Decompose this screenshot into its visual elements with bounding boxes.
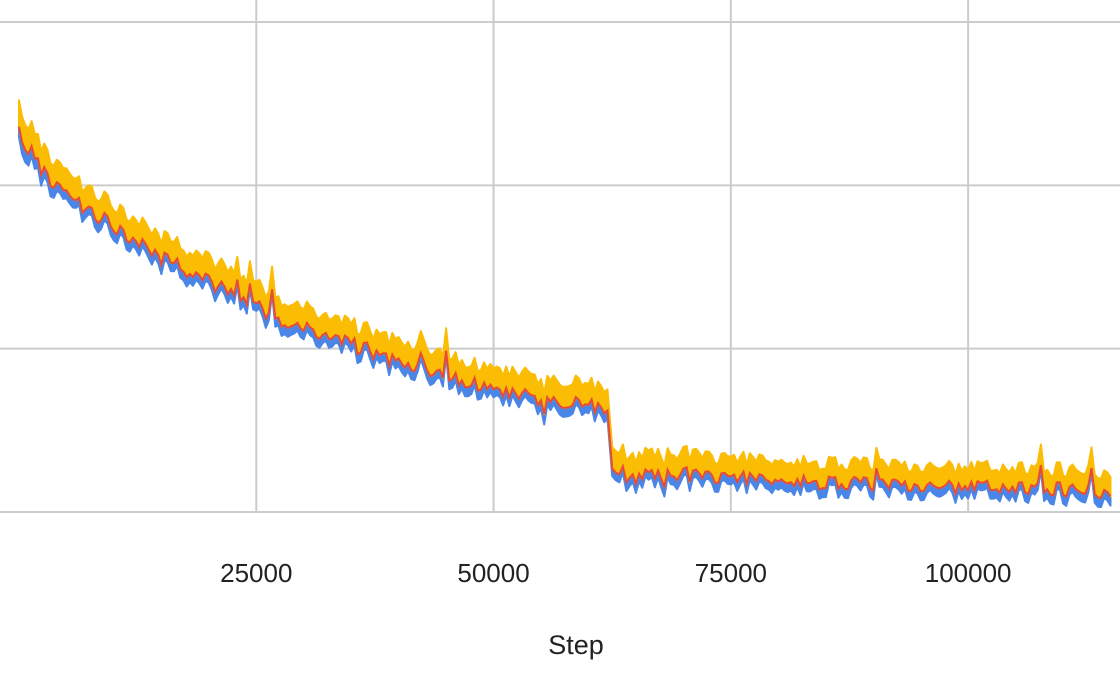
mean-line: [18, 126, 1112, 499]
grid: [0, 0, 1120, 513]
tick-labels: 25000 50000 75000 100000: [220, 558, 1011, 588]
x-tick-label-50000: 50000: [457, 558, 529, 588]
series-layer: [18, 99, 1112, 509]
x-axis-title: Step: [548, 630, 604, 660]
x-tick-label-25000: 25000: [220, 558, 292, 588]
x-tick-label-75000: 75000: [695, 558, 767, 588]
x-tick-label-100000: 100000: [925, 558, 1012, 588]
